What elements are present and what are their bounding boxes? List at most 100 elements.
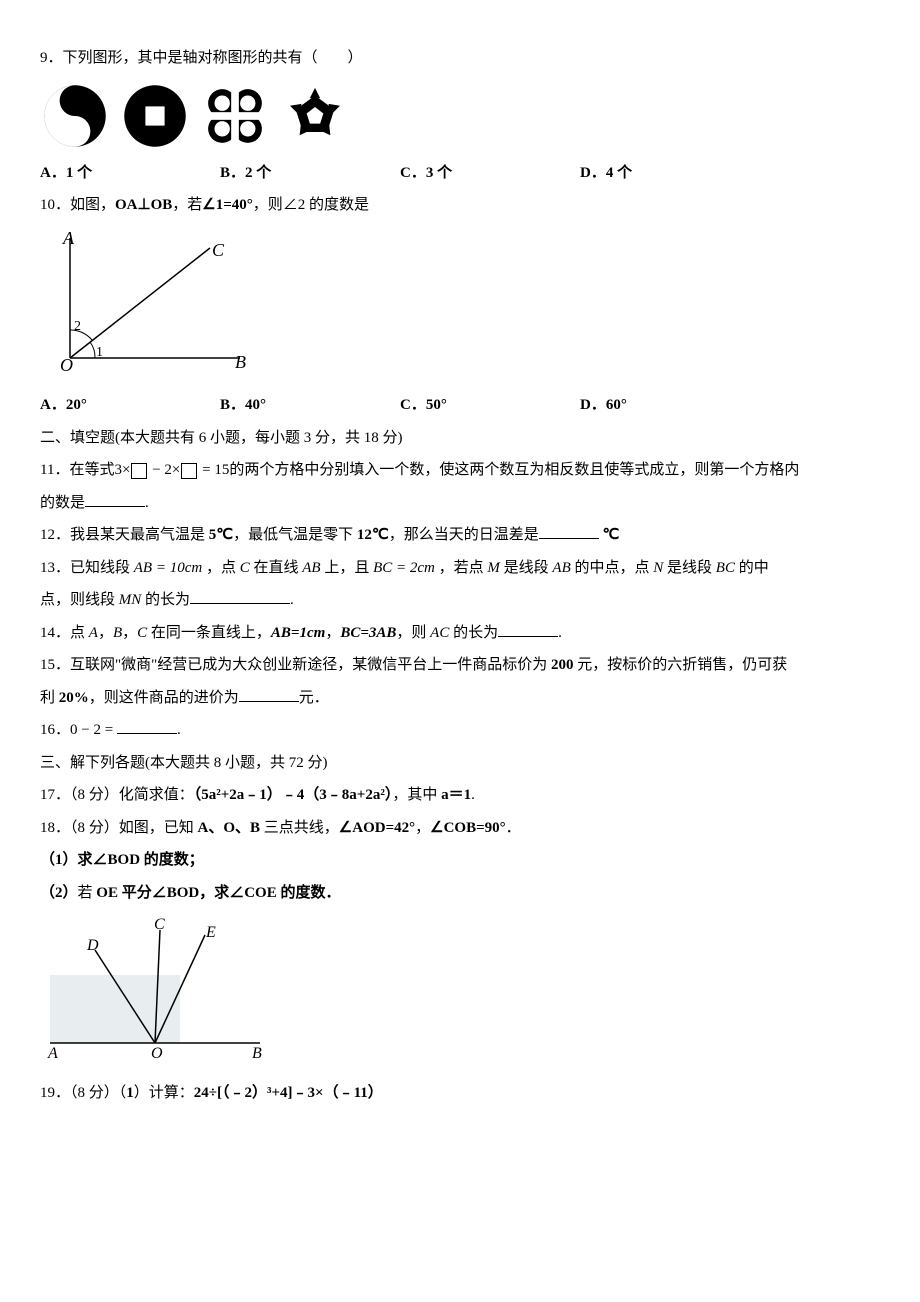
shape-1-yinyang [40,81,110,151]
q19-s1: 1 [126,1085,134,1101]
q9-opt-a: A．1 个 [40,159,220,188]
section3-header: 三、解下列各题(本大题共 8 小题，共 72 分) [40,749,880,778]
q14-p7: 的长为 [449,625,498,641]
q13-p2: ，点 [202,560,240,576]
q9-stem: 9．下列图形，其中是轴对称图形的共有（ ） [40,44,880,73]
q14-blank [498,621,558,637]
q13-c: C [240,560,250,576]
q14-bc: BC=3AB [340,625,396,641]
q18-s2-p2: 平分∠BOD，求∠COE 的度数． [118,885,341,901]
q14-p2: ， [98,625,113,641]
q18-figure: A O B D C E [40,915,880,1071]
q10-options: A．20° B．40° C．50° D．60° [40,391,880,420]
q15-p4: ，则这件商品的进价为 [89,690,239,706]
q11-line2: 的数是. [40,489,880,518]
q12-p3: ，那么当天的日温差是 [389,527,539,543]
q11-eq3: = 15 [198,462,229,478]
q11-num: 11 [40,462,54,478]
shape-4-gear [280,81,350,151]
q15-line2: 利 20%，则这件商品的进价为 元． [40,684,880,713]
q16: 16．0 − 2 = . [40,716,880,745]
q14-p4: 在同一条直线上， [147,625,271,641]
q13-p9: 的中 [735,560,769,576]
lbl-A: A [62,228,75,248]
q9-text: ．下列图形，其中是轴对称图形的共有（ ） [48,50,363,66]
q17-pts: ．（8 分）化简求值： [55,787,194,803]
q17-expr: （5a²+2a﹣1）﹣4（3﹣8a+2a²） [194,787,393,803]
q18-oe: OE [96,885,118,901]
q12-t1: 5℃ [209,527,233,543]
q13-p10: 点，则线段 [40,592,119,608]
q15-p5: 元． [299,690,329,706]
q18-s1: 求∠BOD 的度数； [78,852,204,868]
q12-num: 12 [40,527,55,543]
shape-2-donut-square [120,81,190,151]
q16-p2: . [177,722,181,738]
lbl2-C: C [154,916,165,933]
q13-p11: 的长为 [141,592,190,608]
lbl2-A: A [47,1045,58,1060]
q16-eq: 0 − 2 = [70,722,117,738]
q15-200: 200 [551,657,574,673]
lbl2-O: O [151,1045,163,1060]
q14-p6: ，则 [396,625,430,641]
lbl-O: O [60,355,73,373]
q15-num: 15 [40,657,55,673]
q10-opt-a: A．20° [40,391,220,420]
q18-aob: A、O、B [198,820,261,836]
q12: 12．我县某天最高气温是 5℃，最低气温是零下 12℃，那么当天的日温差是 ℃ [40,521,880,550]
q10-num: 10 [40,197,55,213]
q13-mn: MN [119,592,142,608]
q14-p3: ， [122,625,137,641]
q11-eq2: − 2× [148,462,180,478]
q12-blank [539,523,599,539]
q15-p3: 利 [40,690,59,706]
q13-p4: 上，且 [321,560,374,576]
q17-a1: a＝1 [441,787,471,803]
q13-line2: 点，则线段 MN 的长为. [40,586,880,615]
q11-p4: . [145,495,149,511]
q19-num: 19 [40,1085,55,1101]
q13-p3: 在直线 [250,560,303,576]
q10-opt-d: D．60° [580,391,760,420]
q17: 17．（8 分）化简求值：（5a²+2a﹣1）﹣4（3﹣8a+2a²），其中 a… [40,781,880,810]
q10-stem: 10．如图，OA⊥OB，若∠1=40°，则∠2 的度数是 [40,191,880,220]
q11-p1: ．在等式 [54,462,114,478]
q18-aod: ∠AOD=42° [339,820,415,836]
q17-num: 17 [40,787,55,803]
q17-p: . [471,787,475,803]
q12-p2: ，最低气温是零下 [233,527,357,543]
q19-pts: ．（8 分）（ [55,1085,126,1101]
q11-p2: 的两个方格中分别填入一个数，使这两个数互为相反数且使等式成立，则第一个方格内 [229,462,799,478]
q13-p6: 是线段 [500,560,553,576]
q18-pts: ．（8 分）如图，已知 [55,820,198,836]
shape-3-quatrefoil [200,81,270,151]
q18-p3: ． [506,820,521,836]
q11-eq1: 3× [114,462,130,478]
q15-20: 20% [59,690,89,706]
q14-num: 14 [40,625,55,641]
q18-s2-p1: 若 [78,885,97,901]
q18-sub1: （1）求∠BOD 的度数； [40,846,880,875]
q14-ab: AB=1cm [271,625,325,641]
q18-stem: 18．（8 分）如图，已知 A、O、B 三点共线，∠AOD=42°，∠COB=9… [40,814,880,843]
q11-box2 [181,463,197,479]
q18-num: 18 [40,820,55,836]
q18-cob: ∠COB=90° [430,820,506,836]
q9-options: A．1 个 B．2 个 C．3 个 D．4 个 [40,159,880,188]
q18-sub2: （2）若 OE 平分∠BOD，求∠COE 的度数． [40,879,880,908]
q19: 19．（8 分）（1）计算：24÷[（﹣2）³+4]﹣3×（﹣11） [40,1079,880,1108]
q12-p1: ．我县某天最高气温是 [55,527,209,543]
q11-blank [85,491,145,507]
q10-t2: ，若 [172,197,202,213]
q13-p5: ，若点 [435,560,488,576]
q18-s1-lbl: （1） [40,852,78,868]
q13-p12: . [290,592,294,608]
q15-blank [239,686,299,702]
q14-p1: ．点 [55,625,89,641]
q18-p2: ， [415,820,430,836]
q10-t3: ，则∠2 的度数是 [253,197,369,213]
q9-opt-d: D．4 个 [580,159,760,188]
q14: 14．点 A，B，C 在同一条直线上，AB=1cm，BC=3AB，则 AC 的长… [40,619,880,648]
lbl-2: 2 [74,319,81,334]
